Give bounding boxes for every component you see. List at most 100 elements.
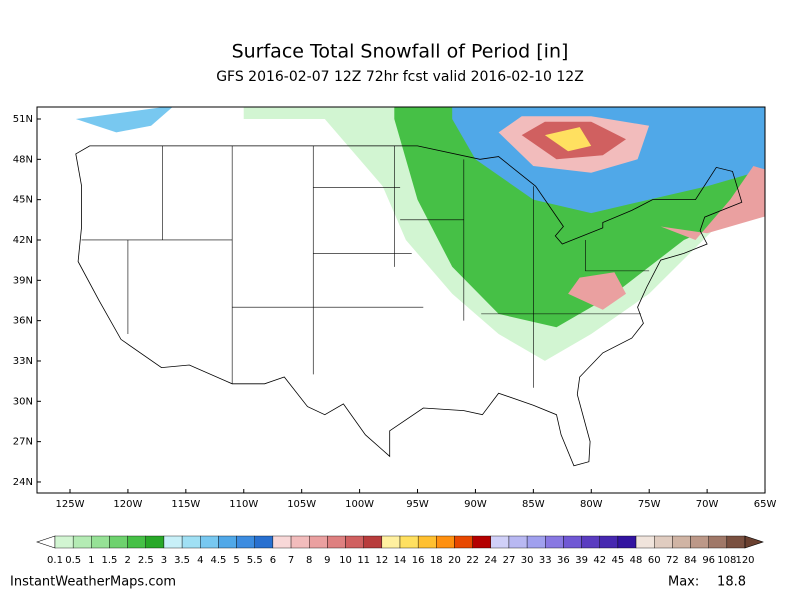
lon-label: 120W [113,499,142,510]
colorbar-label: 1.5 [102,555,118,566]
lon-label: 85W [522,499,545,510]
lon-label: 125W [56,499,85,510]
colorbar-label: 33 [539,555,552,566]
colorbar-label: 84 [684,555,697,566]
lat-label: 51N [13,114,33,125]
colorbar-label: 108 [717,555,736,566]
lon-label: 75W [638,499,661,510]
colorbar-box [472,535,491,549]
snow-area [544,127,592,152]
colorbar-label: 120 [735,555,754,566]
colorbar-box [526,535,546,549]
colorbar-label: 1 [88,555,94,566]
colorbar-box [617,535,637,549]
colorbar-label: 42 [593,555,606,566]
colorbar-box [672,535,691,549]
colorbar-box [91,535,110,549]
lon-label: 95W [406,499,429,510]
colorbar-box [254,535,274,549]
colorbar-label: 8 [306,555,312,566]
colorbar-box [327,535,346,549]
colorbar-box [381,535,401,549]
colorbar-label: 5 [233,555,239,566]
lon-label: 90W [464,499,487,510]
lat-label: 30N [13,396,33,407]
snow-layer [75,107,765,467]
colorbar-box [272,535,292,549]
subtitle: GFS 2016-02-07 12Z 72hr fcst valid 2016-… [216,69,584,85]
colorbar-under [36,535,56,549]
snow-area [75,107,173,133]
axes: 51N 48N 45N 42N 39N 36N 33N 30N 27N 24N 125W 120W 11… [13,114,777,510]
colorbar-label: 45 [612,555,625,566]
colorbar-label: 72 [666,555,679,566]
colorbar-box [309,535,328,549]
colorbar-box [236,535,255,549]
colorbar-box [599,535,619,549]
colorbar-label: 4.5 [210,555,226,566]
colorbar-label: 2.5 [138,555,154,566]
lon-label: 110W [229,499,258,510]
source: InstantWeatherMaps.com [10,575,176,590]
colorbar-label: 9 [324,555,330,566]
snow-area [568,272,626,310]
colorbar-label: 96 [702,555,715,566]
colorbar-box [454,535,473,549]
colorbar-label: 10 [339,555,352,566]
colorbar-label: 20 [448,555,461,566]
colorbar-box [690,535,709,549]
colorbar-label: 4 [197,555,203,566]
colorbar-box [72,535,92,549]
colorbar-label: 14 [394,555,407,566]
colorbar-label: 22 [466,555,479,566]
snow-area [660,166,765,240]
colorbar-label: 16 [412,555,425,566]
colorbar-label: 18 [430,555,443,566]
lat-label: 42N [13,235,33,246]
colorbar-box [345,535,364,549]
colorbar-box [635,535,655,549]
colorbar-label: 24 [484,555,497,566]
max-value: 18.8 [717,575,746,590]
colorbar-box [708,535,728,549]
colorbar-label: 12 [375,555,388,566]
colorbar-box [200,535,219,549]
colorbar-label: 3 [161,555,167,566]
coastline [75,145,743,467]
lon-label: 65W [754,499,777,510]
colorbar-label: 3.5 [174,555,190,566]
colorbar-box [109,535,128,549]
lat-label: 27N [13,437,33,448]
colorbar-box [508,535,528,549]
lon-label: 70W [696,499,719,510]
colorbar-label: 48 [630,555,643,566]
colorbar-label: 0.1 [47,555,63,566]
colorbar-box [490,535,510,549]
lon-label: 100W [345,499,374,510]
max-label: Max: [668,575,699,590]
colorbar-over [744,535,764,549]
lon-label: 115W [171,499,200,510]
colorbar-box [218,535,237,549]
lat-label: 45N [13,195,33,206]
lat-label: 33N [13,356,33,367]
colorbar-box [145,535,165,549]
colorbar-label: 30 [521,555,534,566]
map-area [75,107,765,467]
colorbar-box [181,535,201,549]
colorbar-label: 60 [648,555,661,566]
title: Surface Total Snowfall of Period [in] [232,41,569,63]
lat-label: 24N [13,477,33,488]
colorbar-box [581,535,600,549]
colorbar: 0.1 0.5 1 1.5 2 2.5 3 3.5 4 4.5 5 5.5 6 7 8 9 10 11 12 14 16… [36,535,764,566]
colorbar-box [436,535,455,549]
colorbar-box [545,535,564,549]
colorbar-box [54,535,74,549]
colorbar-label: 36 [557,555,570,566]
colorbar-box [363,535,383,549]
lat-label: 48N [13,154,33,165]
colorbar-box [163,535,183,549]
colorbar-box [563,535,582,549]
colorbar-label: 6 [270,555,276,566]
